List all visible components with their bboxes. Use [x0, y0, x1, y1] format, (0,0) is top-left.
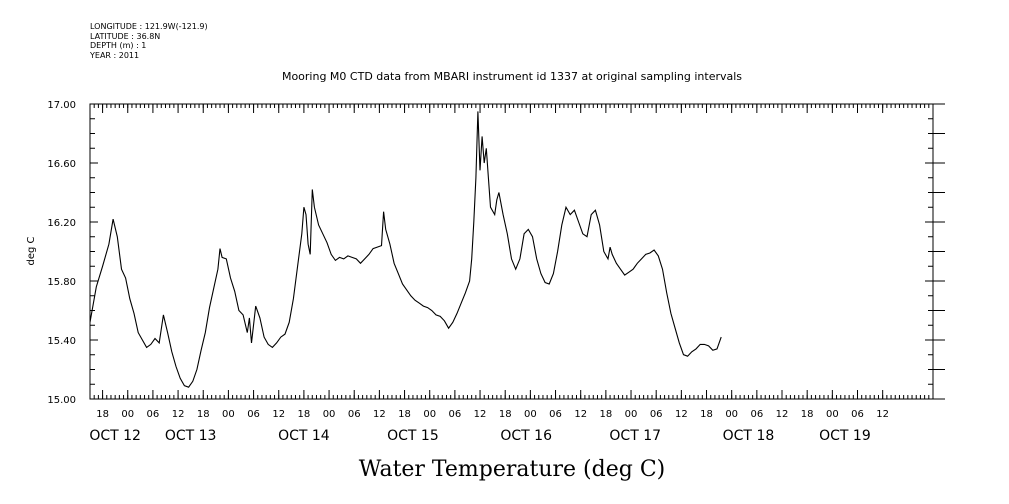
x-tick-label: 00 — [423, 409, 436, 420]
x-day-label: OCT 19 — [819, 428, 871, 444]
x-tick-label: 18 — [499, 409, 512, 420]
x-tick-label: 18 — [96, 409, 109, 420]
x-tick-label: 00 — [625, 409, 638, 420]
chart-title: Mooring M0 CTD data from MBARI instrumen… — [282, 70, 742, 83]
metadata-block: LONGITUDE : 121.9W(-121.9) LATITUDE : 36… — [90, 22, 208, 60]
y-tick-label: 15.00 — [47, 395, 76, 406]
x-tick-label: 00 — [222, 409, 235, 420]
series-line — [89, 111, 722, 388]
x-tick-label: 18 — [298, 409, 311, 420]
x-tick-label: 12 — [474, 409, 487, 420]
x-tick-label: 12 — [272, 409, 285, 420]
x-tick-label: 18 — [801, 409, 814, 420]
x-tick-label: 12 — [776, 409, 789, 420]
metadata-depth: DEPTH (m) : 1 — [90, 41, 147, 50]
x-tick-label: 18 — [599, 409, 612, 420]
x-day-label: OCT 12 — [89, 428, 141, 444]
y-tick-label: 16.20 — [47, 218, 76, 229]
x-day-label: OCT 13 — [165, 428, 217, 444]
y-axis-label: deg C — [26, 236, 37, 265]
x-day-label: OCT 18 — [723, 428, 775, 444]
x-tick-label: 06 — [750, 409, 763, 420]
minor-ticks — [89, 104, 934, 399]
y-tick-label: 15.80 — [47, 277, 76, 288]
x-tick-label: 18 — [700, 409, 713, 420]
y-tick-label: 16.60 — [47, 159, 76, 170]
x-day-label: OCT 17 — [609, 428, 661, 444]
x-day-label: OCT 16 — [500, 428, 552, 444]
x-tick-label: 12 — [876, 409, 889, 420]
metadata-latitude: LATITUDE : 36.8N — [90, 31, 161, 41]
x-day-label: OCT 14 — [278, 428, 330, 444]
x-tick-label: 18 — [197, 409, 210, 420]
x-tick-label: 00 — [524, 409, 537, 420]
series-group — [89, 111, 722, 388]
x-tick-label: 00 — [121, 409, 134, 420]
x-tick-label: 00 — [725, 409, 738, 420]
y-axis: 15.00 15.40 15.80 16.20 16.60 17.00 — [47, 100, 945, 406]
x-axis-title: Water Temperature (deg C) — [359, 457, 666, 482]
x-tick-label: 18 — [398, 409, 411, 420]
plot-frame — [89, 103, 934, 400]
x-tick-label: 12 — [675, 409, 688, 420]
x-tick-label: 12 — [373, 409, 386, 420]
x-tick-label: 00 — [323, 409, 336, 420]
x-tick-label: 12 — [172, 409, 185, 420]
x-day-label: OCT 15 — [387, 428, 439, 444]
y-tick-label: 15.40 — [47, 336, 76, 347]
x-tick-label: 06 — [851, 409, 864, 420]
x-tick-label: 06 — [650, 409, 663, 420]
x-tick-label: 00 — [826, 409, 839, 420]
y-tick-label: 17.00 — [47, 100, 76, 111]
x-axis: 18 00 06 12 18 00 06 12 18 00 06 12 18 00 06 12 18 00 06 12… — [89, 104, 889, 444]
metadata-longitude: LONGITUDE : 121.9W(-121.9) — [90, 22, 208, 31]
x-tick-label: 06 — [147, 409, 160, 420]
x-tick-label: 06 — [247, 409, 260, 420]
x-tick-label: 06 — [449, 409, 462, 420]
x-tick-label: 06 — [348, 409, 361, 420]
metadata-year: YEAR : 2011 — [90, 50, 140, 60]
x-tick-label: 06 — [549, 409, 562, 420]
x-tick-label: 12 — [574, 409, 587, 420]
